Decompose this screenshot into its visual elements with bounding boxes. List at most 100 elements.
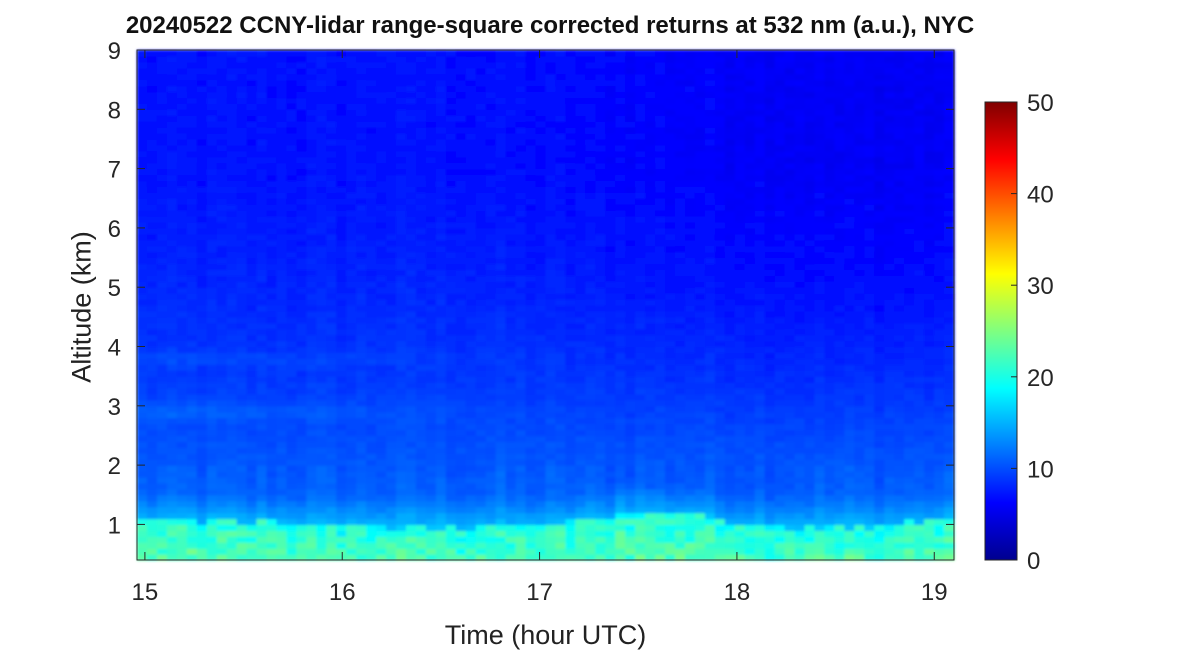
heatmap-cell — [545, 370, 557, 377]
heatmap-cell — [455, 471, 467, 478]
heatmap-cell — [655, 79, 666, 87]
heatmap-cell — [406, 144, 417, 152]
heatmap-cell — [485, 115, 497, 122]
heatmap-cell — [346, 429, 357, 437]
heatmap-cell — [316, 257, 327, 265]
heatmap-cell — [684, 109, 696, 116]
heatmap-cell — [605, 174, 616, 182]
heatmap-cell — [336, 393, 347, 401]
heatmap-cell — [366, 121, 377, 128]
heatmap-cell — [256, 127, 268, 134]
heatmap-cell — [306, 144, 317, 152]
heatmap-cell — [236, 328, 248, 336]
heatmap-cell — [585, 79, 596, 87]
heatmap-cell — [435, 364, 447, 371]
heatmap-cell — [386, 85, 397, 93]
heatmap-cell — [525, 328, 537, 336]
heatmap-cell — [665, 382, 676, 389]
heatmap-cell — [565, 459, 576, 466]
heatmap-cell — [475, 97, 487, 104]
heatmap-cell — [555, 91, 567, 99]
heatmap-cell — [216, 388, 228, 395]
heatmap-cell — [605, 50, 616, 57]
heatmap-cell — [595, 476, 606, 484]
heatmap-cell — [137, 180, 148, 187]
heatmap-cell — [485, 216, 497, 223]
heatmap-cell — [515, 352, 527, 359]
heatmap-cell — [206, 263, 218, 271]
heatmap-cell — [137, 305, 148, 312]
heatmap-cell — [326, 186, 337, 193]
heatmap-cell — [455, 299, 467, 306]
heatmap-cell — [485, 97, 497, 104]
heatmap-cell — [306, 275, 317, 282]
heatmap-cell — [156, 180, 168, 187]
heatmap-cell — [196, 310, 208, 318]
heatmap-cell — [684, 180, 696, 187]
heatmap-cell — [455, 97, 467, 104]
heatmap-cell — [336, 465, 347, 472]
heatmap-cell — [196, 221, 208, 229]
heatmap-cell — [206, 352, 218, 359]
heatmap-cell — [425, 73, 437, 81]
heatmap-cell — [166, 180, 178, 187]
heatmap-cell — [505, 133, 517, 140]
heatmap-cell — [505, 55, 517, 63]
heatmap-cell — [655, 388, 666, 395]
heatmap-cell — [406, 287, 417, 294]
heatmap-cell — [505, 168, 517, 176]
heatmap-cell — [665, 299, 676, 306]
heatmap-cell — [475, 554, 487, 561]
heatmap-cell — [306, 411, 317, 419]
heatmap-cell — [316, 554, 327, 561]
heatmap-cell — [455, 133, 467, 140]
heatmap-cell — [694, 376, 706, 383]
heatmap-cell — [555, 233, 567, 241]
heatmap-cell — [505, 346, 517, 354]
heatmap-cell — [615, 316, 626, 324]
heatmap-cell — [346, 488, 357, 496]
heatmap-cell — [386, 435, 397, 442]
heatmap-cell — [485, 67, 497, 75]
heatmap-cell — [605, 548, 616, 555]
heatmap-cell — [226, 554, 238, 561]
heatmap-cell — [376, 233, 387, 241]
heatmap-cell — [704, 257, 716, 265]
heatmap-cell — [675, 334, 686, 342]
heatmap-cell — [675, 423, 686, 431]
heatmap-cell — [356, 227, 367, 235]
heatmap-cell — [386, 221, 397, 229]
heatmap-cell — [585, 488, 596, 496]
heatmap-cell — [256, 305, 268, 312]
heatmap-cell — [535, 192, 547, 199]
heatmap-cell — [166, 275, 178, 282]
heatmap-cell — [137, 494, 148, 502]
heatmap-cell — [356, 340, 367, 348]
heatmap-cell — [425, 405, 437, 413]
heatmap-cell — [206, 346, 218, 354]
heatmap-cell — [146, 50, 158, 57]
heatmap-cell — [226, 204, 238, 211]
heatmap-cell — [356, 417, 367, 425]
heatmap-cell — [356, 127, 367, 134]
heatmap-cell — [505, 506, 517, 514]
heatmap-cell — [415, 447, 427, 454]
heatmap-cell — [635, 447, 646, 454]
heatmap-cell — [505, 399, 517, 407]
heatmap-cell — [635, 55, 646, 63]
heatmap-cell — [216, 299, 228, 306]
heatmap-cell — [435, 186, 447, 193]
heatmap-cell — [316, 299, 327, 306]
heatmap-cell — [545, 73, 557, 81]
heatmap-cell — [565, 393, 576, 401]
heatmap-cell — [296, 233, 307, 241]
heatmap-cell — [635, 299, 646, 306]
heatmap-cell — [346, 233, 357, 241]
heatmap-cell — [595, 61, 606, 69]
heatmap-cell — [645, 447, 656, 454]
heatmap-cell — [276, 370, 288, 377]
heatmap-cell — [346, 305, 357, 312]
heatmap-cell — [286, 518, 298, 526]
heatmap-cell — [435, 459, 447, 466]
heatmap-cell — [545, 334, 557, 342]
